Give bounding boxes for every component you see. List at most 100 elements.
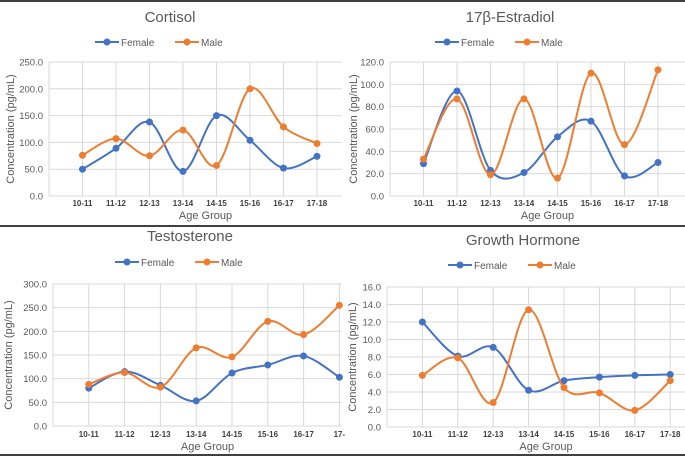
data-point-female bbox=[280, 164, 287, 172]
data-point-male bbox=[192, 344, 200, 352]
x-tick-label: 10-11 bbox=[413, 199, 434, 208]
data-point-male bbox=[246, 85, 254, 93]
data-point-male bbox=[666, 377, 674, 385]
data-point-female bbox=[335, 373, 343, 381]
x-tick-label: 11-12 bbox=[106, 199, 127, 208]
data-point-female bbox=[631, 371, 639, 379]
data-point-male bbox=[554, 174, 561, 182]
series-line-female bbox=[422, 90, 659, 180]
data-point-female bbox=[453, 87, 461, 95]
legend-marker-male bbox=[183, 38, 191, 46]
x-tick-label: 11-12 bbox=[447, 199, 468, 208]
x-tick-label: 14-15 bbox=[222, 430, 243, 439]
data-point-female bbox=[79, 165, 86, 173]
data-point-male bbox=[228, 353, 236, 361]
legend-label-female: Female bbox=[461, 38, 495, 49]
data-point-female bbox=[146, 118, 153, 126]
data-point-male bbox=[146, 152, 153, 160]
y-axis-title: Concentration (pg/mL) bbox=[348, 74, 360, 183]
chart-panel-3: Growth Hormone Female Male 0.0 2.0 4.0 6.0 8.0 1… bbox=[347, 232, 685, 453]
legend-marker-male bbox=[523, 38, 531, 46]
y-tick-label: 4.0 bbox=[368, 388, 381, 399]
x-tick-label: 15-16 bbox=[589, 430, 610, 439]
x-tick-label: 14-15 bbox=[554, 430, 575, 439]
x-tick-label: 17-18 bbox=[307, 199, 328, 208]
y-tick-label: 50.0 bbox=[29, 398, 48, 409]
y-axis-title: Concentration (pg/mL) bbox=[5, 74, 17, 183]
data-point-female bbox=[666, 371, 674, 378]
data-point-male bbox=[300, 331, 308, 339]
data-point-male bbox=[213, 161, 220, 169]
x-tick-label: 10-11 bbox=[72, 199, 93, 208]
x-tick-label: 12-13 bbox=[150, 430, 171, 439]
y-tick-label: 120.0 bbox=[360, 58, 384, 69]
data-point-male bbox=[454, 354, 462, 362]
y-axis-title: Concentration (pg/mL) bbox=[347, 302, 359, 411]
data-point-male bbox=[179, 126, 187, 134]
x-tick-label: 16-17 bbox=[273, 199, 294, 208]
x-tick-label: 12-13 bbox=[139, 199, 160, 208]
data-point-male bbox=[85, 380, 93, 388]
legend-label-female: Female bbox=[121, 38, 155, 49]
data-point-female bbox=[587, 117, 595, 125]
data-point-male bbox=[335, 301, 343, 309]
y-tick-label: 20.0 bbox=[366, 169, 385, 180]
y-tick-label: 80.0 bbox=[366, 102, 385, 113]
y-tick-label: 100.0 bbox=[360, 80, 384, 91]
x-tick-label: 16-17 bbox=[293, 430, 314, 439]
data-point-female bbox=[192, 397, 200, 405]
data-point-male bbox=[560, 384, 568, 392]
data-point-female bbox=[525, 386, 533, 394]
data-point-female bbox=[112, 144, 120, 152]
data-point-female bbox=[246, 136, 254, 144]
legend-marker-female bbox=[443, 38, 451, 46]
y-tick-label: 60.0 bbox=[366, 125, 385, 136]
chart-title: 17β-Estradiol bbox=[466, 9, 555, 26]
y-tick-label: 50.0 bbox=[25, 165, 44, 176]
data-point-female bbox=[418, 318, 426, 326]
x-tick-label: 17-18 bbox=[660, 430, 681, 439]
chart-panel-2: Testosterone Female Male 0.0 50.0 100.0 150.0 2… bbox=[3, 228, 346, 453]
chart-panel-0: Cortisol Female Male 0.0 50.0 100.0 150.0 200.0… bbox=[5, 9, 342, 222]
y-tick-label: 250.0 bbox=[23, 303, 47, 314]
data-point-male bbox=[587, 69, 595, 77]
legend-marker-male bbox=[203, 258, 211, 266]
y-tick-label: 8.0 bbox=[368, 353, 381, 364]
data-point-female bbox=[654, 159, 662, 166]
data-point-male bbox=[453, 95, 461, 103]
y-tick-label: 0.0 bbox=[34, 422, 47, 433]
x-tick-label: 16-17 bbox=[614, 199, 635, 208]
x-axis-title: Age Group bbox=[181, 441, 234, 453]
legend-marker-female bbox=[103, 38, 111, 46]
legend-label-male: Male bbox=[554, 261, 576, 272]
chart-title: Testosterone bbox=[147, 228, 233, 245]
y-tick-label: 100.0 bbox=[23, 374, 47, 385]
data-point-male bbox=[631, 406, 639, 414]
legend-label-male: Male bbox=[541, 38, 563, 49]
x-tick-label: 16-17 bbox=[625, 430, 646, 439]
series-line-male bbox=[422, 69, 659, 180]
x-tick-label: 15-16 bbox=[581, 199, 602, 208]
series-line-female bbox=[81, 113, 318, 173]
data-point-female bbox=[300, 352, 308, 360]
legend-label-female: Female bbox=[141, 258, 175, 269]
data-point-female bbox=[179, 167, 187, 175]
y-tick-label: 100.0 bbox=[19, 138, 43, 149]
series-line-male bbox=[82, 87, 318, 168]
data-point-female bbox=[595, 373, 603, 381]
data-point-male bbox=[121, 369, 129, 377]
x-tick-label: 14-15 bbox=[547, 199, 568, 208]
y-tick-label: 16.0 bbox=[363, 283, 382, 294]
x-tick-label: 15-16 bbox=[240, 199, 261, 208]
y-tick-label: 0.0 bbox=[371, 192, 384, 203]
data-point-male bbox=[313, 139, 321, 147]
data-point-male bbox=[621, 141, 628, 149]
data-point-male bbox=[280, 123, 287, 131]
data-point-female bbox=[228, 369, 236, 377]
x-tick-label: 10-11 bbox=[79, 430, 100, 439]
data-point-male bbox=[487, 171, 494, 179]
data-point-male bbox=[520, 95, 528, 103]
legend-marker-male bbox=[536, 261, 544, 269]
x-tick-label: 12-13 bbox=[480, 199, 501, 208]
